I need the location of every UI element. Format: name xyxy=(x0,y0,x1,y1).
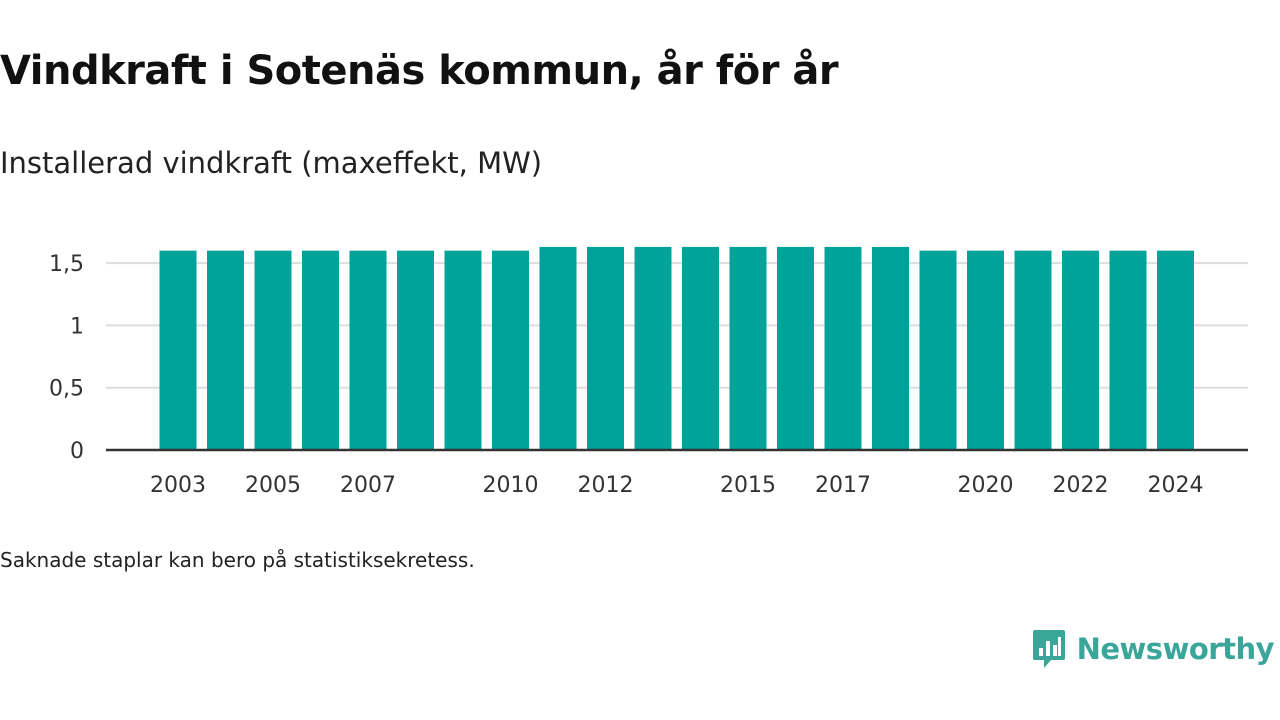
bar-2020 xyxy=(967,250,1004,450)
bars xyxy=(159,246,1194,450)
y-tick-label: 0 xyxy=(70,439,84,464)
brand-name: Newsworthy xyxy=(1076,632,1275,666)
x-tick-label: 2010 xyxy=(483,473,539,498)
bar-2013 xyxy=(634,246,672,450)
bar-2008 xyxy=(397,250,434,450)
bar-2024 xyxy=(1157,250,1194,450)
bar-2006 xyxy=(302,250,339,450)
bar-2003 xyxy=(159,250,197,450)
bar-2009 xyxy=(444,250,482,450)
chart-subtitle: Installerad vindkraft (maxeffekt, MW) xyxy=(0,146,543,180)
y-tick-labels: 0 0,5 1 1,5 xyxy=(49,252,84,464)
x-tick-label: 2017 xyxy=(815,473,871,498)
newsworthy-chart-bubble-icon xyxy=(1032,630,1065,668)
bar-2015 xyxy=(729,246,767,450)
grid-lines xyxy=(106,262,1248,389)
x-tick-label: 2005 xyxy=(245,473,301,498)
bar-2017 xyxy=(824,246,862,450)
bar-2010 xyxy=(492,250,529,450)
x-tick-label: 2003 xyxy=(150,473,206,498)
bar-2016 xyxy=(777,246,814,450)
x-tick-label: 2007 xyxy=(340,473,396,498)
bar-2007 xyxy=(349,250,387,450)
y-tick-label: 0,5 xyxy=(49,377,84,402)
bar-2023 xyxy=(1109,250,1147,450)
bar-2022 xyxy=(1062,250,1099,450)
y-tick-label: 1,5 xyxy=(49,252,84,277)
bar-2012 xyxy=(587,246,624,450)
bar-chart: 0 0,5 1 1,5 2003 2005 2007 2010 2012 2015 2017 202… xyxy=(49,246,1248,498)
x-tick-labels: 2003 2005 2007 2010 2012 2015 2017 2020 2022 2024 xyxy=(150,473,1204,498)
bar-2014 xyxy=(682,246,719,450)
x-tick-label: 2012 xyxy=(578,473,634,498)
chart-title: Vindkraft i Sotenäs kommun, år för år xyxy=(0,48,839,94)
bar-2011 xyxy=(539,246,577,450)
footnote: Saknade staplar kan bero på statistiksek… xyxy=(0,548,475,572)
x-tick-label: 2020 xyxy=(958,473,1014,498)
bar-2018 xyxy=(872,246,909,450)
newsworthy-logo: Newsworthy xyxy=(1031,628,1275,670)
bar-2021 xyxy=(1014,250,1052,450)
x-tick-label: 2024 xyxy=(1148,473,1204,498)
bar-2019 xyxy=(919,250,957,450)
bar-2005 xyxy=(254,250,292,450)
x-tick-label: 2015 xyxy=(720,473,776,498)
bar-2004 xyxy=(207,250,244,450)
x-tick-label: 2022 xyxy=(1053,473,1109,498)
y-tick-label: 1 xyxy=(70,314,84,339)
